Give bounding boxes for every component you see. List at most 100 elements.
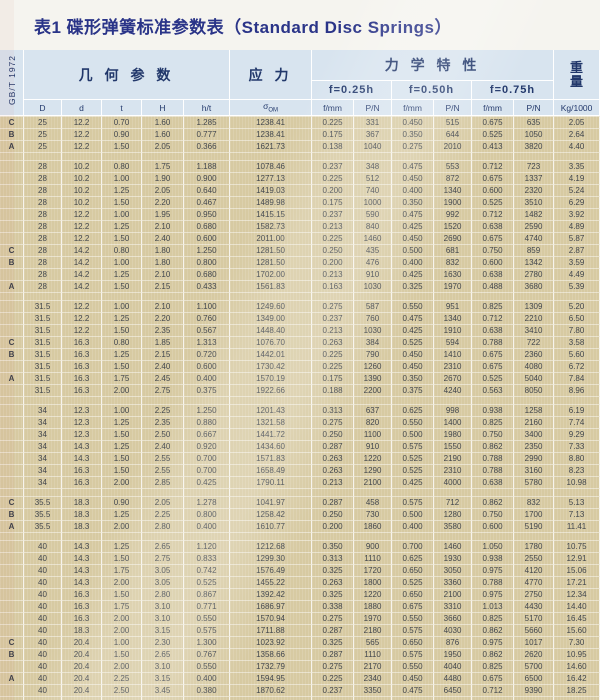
data-cell: 2.10 <box>142 300 184 312</box>
data-cell: 0.225 <box>312 348 355 360</box>
data-cell: 0.263 <box>312 576 355 588</box>
data-cell: 565 <box>354 636 393 648</box>
series-cell <box>0 540 24 552</box>
table-row: 40 16.3 2.00 3.10 0.550 1570.94 0.275 1970 0.550… <box>0 612 600 624</box>
data-cell: 1686.97 <box>230 600 313 612</box>
separator-cell <box>392 488 435 496</box>
table-row: B 25 12.2 0.90 1.60 0.777 1238.41 0.175 367 0.350… <box>0 128 600 140</box>
data-cell: 0.275 <box>392 140 435 152</box>
data-cell: 12.2 <box>62 140 102 152</box>
separator-cell <box>354 696 393 700</box>
data-cell: 34 <box>24 404 62 416</box>
data-cell: 0.450 <box>392 348 435 360</box>
data-cell: 1.50 <box>102 232 142 244</box>
series-cell <box>0 452 24 464</box>
data-cell: 2200 <box>354 384 393 396</box>
data-cell: 2360 <box>514 348 555 360</box>
data-cell: 0.200 <box>312 520 355 532</box>
data-cell: 3660 <box>434 612 473 624</box>
data-cell: 12.3 <box>62 416 102 428</box>
data-cell: 0.862 <box>472 440 515 452</box>
data-cell: 367 <box>354 128 393 140</box>
data-cell: 2011.00 <box>230 232 313 244</box>
data-cell: 28 <box>24 256 62 268</box>
data-cell: 1110 <box>354 648 393 660</box>
data-cell: 0.575 <box>392 440 435 452</box>
data-cell: 28 <box>24 220 62 232</box>
series-cell <box>0 360 24 372</box>
data-cell: 0.325 <box>312 636 355 648</box>
data-cell: 0.263 <box>312 464 355 476</box>
separator-cell <box>230 396 313 404</box>
data-cell: 28 <box>24 232 62 244</box>
data-cell: 1980 <box>434 428 473 440</box>
data-cell: 1.25 <box>102 508 142 520</box>
data-cell: 5190 <box>514 520 555 532</box>
data-cell: 2.00 <box>102 520 142 532</box>
separator-cell <box>554 488 600 496</box>
data-cell: 2.80 <box>142 520 184 532</box>
separator-cell <box>102 396 142 404</box>
table-row: 34 14.3 1.25 2.40 0.920 1434.60 0.287 910 0.575 1… <box>0 440 600 452</box>
data-cell: 2.64 <box>554 128 600 140</box>
data-cell: 0.400 <box>184 372 231 384</box>
data-cell: 0.325 <box>312 588 355 600</box>
data-cell: 10.98 <box>554 476 600 488</box>
data-cell: 5.60 <box>554 348 600 360</box>
data-cell: 20.4 <box>62 648 102 660</box>
separator-cell <box>434 396 473 404</box>
separator-cell <box>24 396 62 404</box>
data-cell: 0.750 <box>472 244 515 256</box>
data-cell: 18.3 <box>62 508 102 520</box>
data-cell: 1258.42 <box>230 508 313 520</box>
data-cell: 637 <box>354 404 393 416</box>
data-cell: 2620 <box>514 648 555 660</box>
data-cell: 4.49 <box>554 268 600 280</box>
data-cell: 1442.01 <box>230 348 313 360</box>
separator-cell <box>0 488 24 496</box>
data-cell: 1400 <box>434 416 473 428</box>
table-row: 31.5 12.2 1.00 2.10 1.100 1249.60 0.275 587 0.55… <box>0 300 600 312</box>
deflection-level-050: f=0.50h <box>392 81 473 100</box>
data-cell: 1702.00 <box>230 268 313 280</box>
separator-cell <box>514 292 555 300</box>
data-cell: 12.2 <box>62 220 102 232</box>
data-cell: 2670 <box>434 372 473 384</box>
data-cell: 1576.49 <box>230 564 313 576</box>
data-cell: 3350 <box>354 684 393 696</box>
data-cell: 0.567 <box>184 324 231 336</box>
separator-cell <box>514 152 555 160</box>
data-cell: 3680 <box>514 280 555 292</box>
data-cell: 594 <box>434 336 473 348</box>
data-cell: 14.3 <box>62 440 102 452</box>
table-row: 34 16.3 2.00 2.85 0.425 1790.11 0.213 2100 0.425… <box>0 476 600 488</box>
data-cell: 40 <box>24 672 62 684</box>
data-cell: 2310 <box>434 464 473 476</box>
data-cell: 1582.73 <box>230 220 313 232</box>
data-cell: 0.500 <box>392 428 435 440</box>
col-d: d <box>62 100 102 116</box>
data-cell: 2190 <box>434 452 473 464</box>
page-title: 表1 碟形弹簧标准参数表（Standard Disc Springs） <box>34 17 452 37</box>
data-cell: 3.05 <box>142 576 184 588</box>
data-cell: 6.19 <box>554 404 600 416</box>
mechanical-header: 力 学 特 性 <box>312 50 555 81</box>
table-row: 28 14.2 1.25 2.10 0.680 1702.00 0.213 910 0.425 1… <box>0 268 600 280</box>
table-row: 34 12.3 1.25 2.35 0.880 1321.58 0.275 820 0.550 1… <box>0 416 600 428</box>
table-row: 40 20.4 2.00 3.10 0.550 1732.79 0.275 2170 0.550… <box>0 660 600 672</box>
series-cell <box>0 312 24 324</box>
separator-cell <box>62 488 102 496</box>
data-cell: 760 <box>354 312 393 324</box>
data-cell: 2340 <box>354 672 393 684</box>
table-row: 28 12.2 1.25 2.10 0.680 1582.73 0.213 840 0.425 1… <box>0 220 600 232</box>
separator-cell <box>24 292 62 300</box>
data-cell: 2.30 <box>142 636 184 648</box>
data-cell: 0.380 <box>184 684 231 696</box>
data-cell: 2.15 <box>142 280 184 292</box>
separator-cell <box>434 488 473 496</box>
series-cell <box>0 220 24 232</box>
data-cell: 1520 <box>434 220 473 232</box>
data-cell: 31.5 <box>24 312 62 324</box>
data-cell: 0.200 <box>312 184 355 196</box>
table-row: A 25 12.2 1.50 2.05 0.366 1621.73 0.138 1040 0.27… <box>0 140 600 152</box>
